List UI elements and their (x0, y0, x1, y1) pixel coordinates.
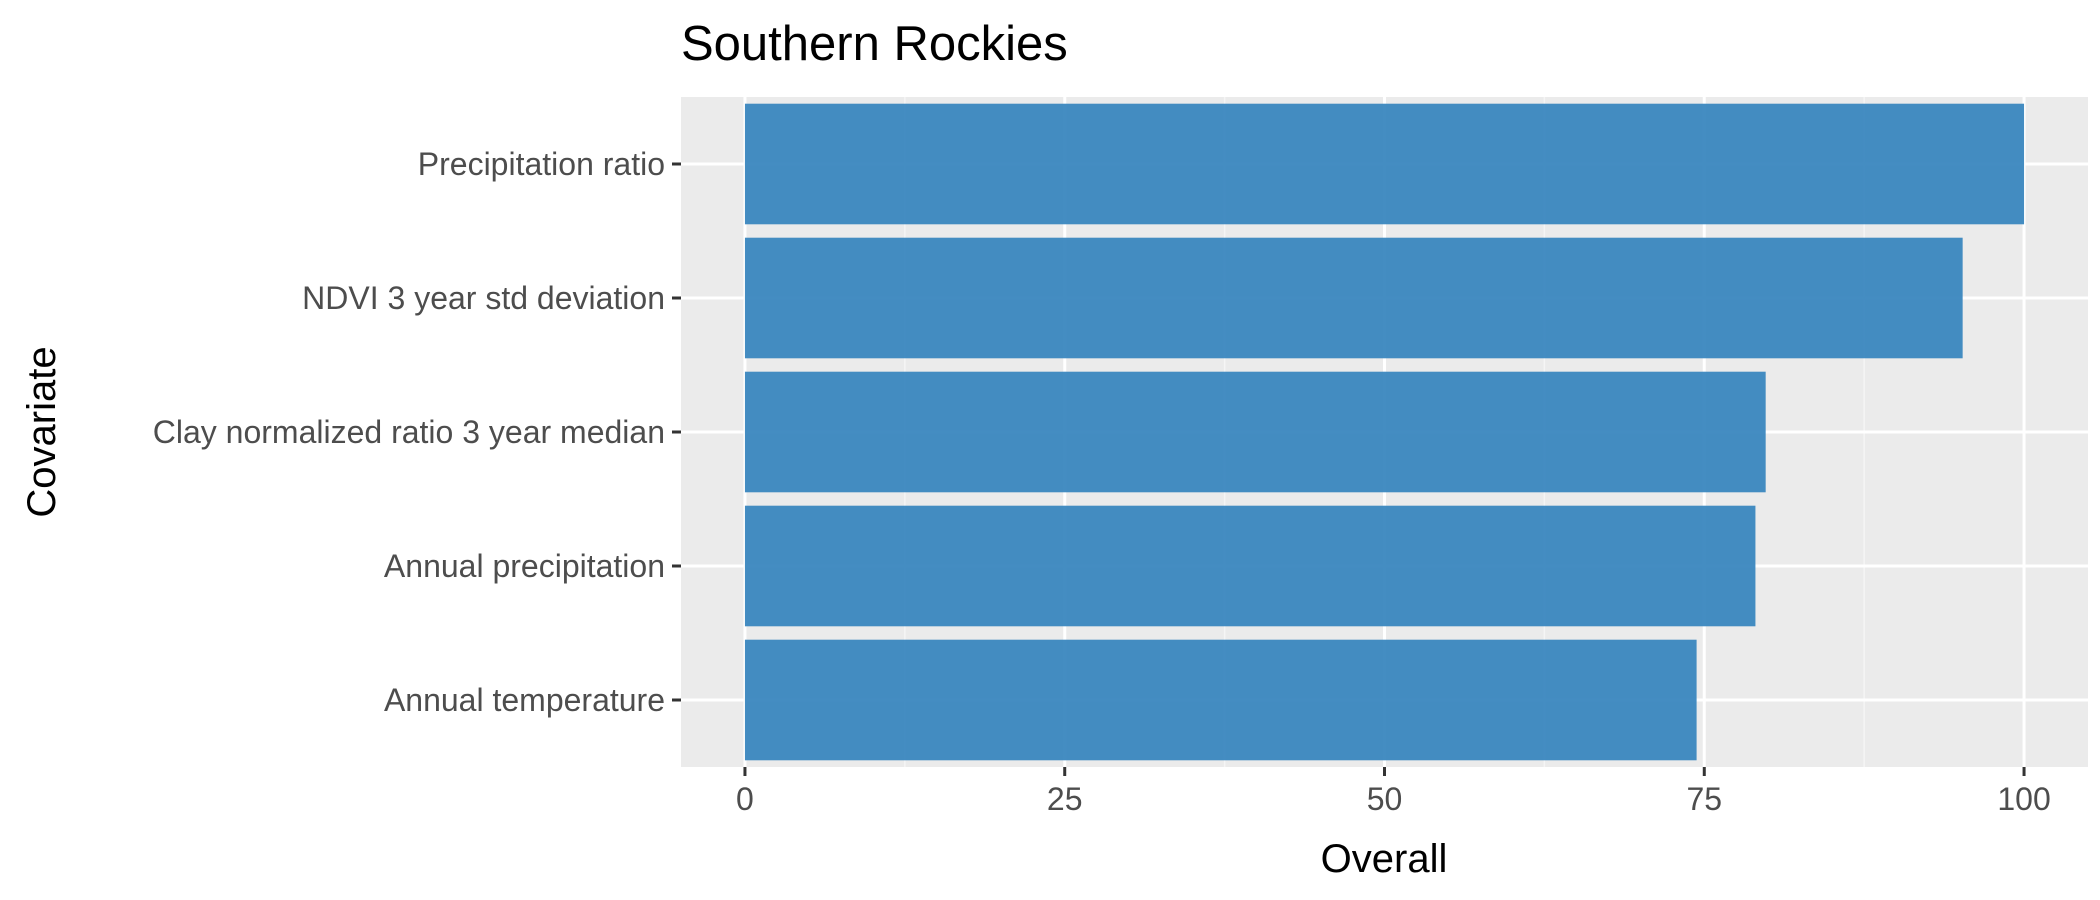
x-tick-label: 100 (1997, 781, 2050, 817)
bar-3 (744, 371, 1766, 493)
x-axis-title: Overall (1321, 837, 1448, 881)
bar-1 (744, 103, 2025, 225)
x-tick-label: 75 (1686, 781, 1722, 817)
bar-group (744, 103, 2025, 761)
y-tick-label: Annual precipitation (384, 548, 665, 584)
y-tick-label: Clay normalized ratio 3 year median (153, 414, 665, 450)
chart-title: Southern Rockies (681, 17, 1068, 71)
x-tick-label: 50 (1367, 781, 1403, 817)
x-tick-label: 25 (1047, 781, 1083, 817)
x-axis: 0 25 50 75 100 (736, 767, 2051, 817)
x-tick-label: 0 (736, 781, 754, 817)
y-axis: Precipitation ratio NDVI 3 year std devia… (153, 146, 681, 718)
y-tick-label: Annual temperature (384, 682, 665, 718)
y-tick-label: NDVI 3 year std deviation (302, 280, 665, 316)
bar-2 (744, 237, 1963, 359)
y-tick-label: Precipitation ratio (418, 146, 665, 182)
bar-4 (744, 505, 1756, 627)
y-axis-title: Covariate (20, 346, 64, 517)
bar-5 (744, 639, 1697, 761)
